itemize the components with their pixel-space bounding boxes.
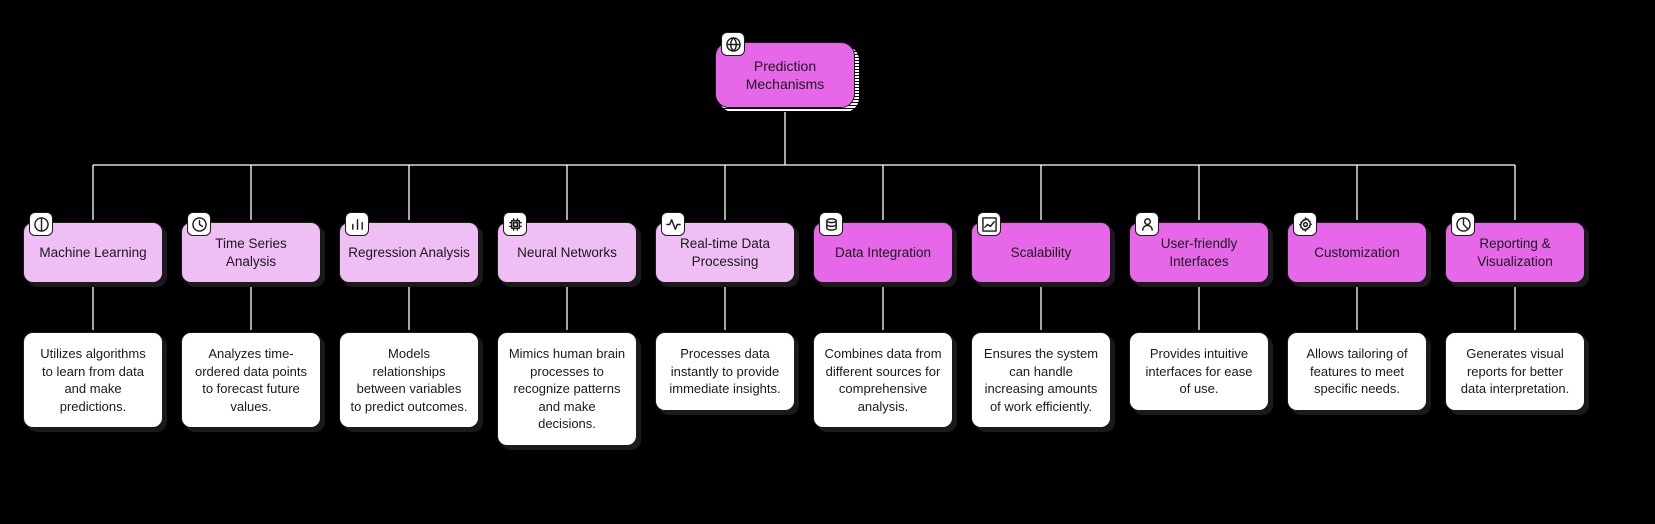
desc-text: Models relationships between variables t… [350, 346, 467, 414]
desc-text: Analyzes time-ordered data points to for… [195, 346, 307, 414]
desc-text: Mimics human brain processes to recogniz… [509, 346, 625, 431]
clock-icon [187, 212, 211, 236]
child-title: Neural Networks [517, 244, 617, 262]
desc-node: Combines data from different sources for… [813, 332, 953, 428]
child-title: Scalability [1011, 244, 1072, 262]
desc-node: Ensures the system can handle increasing… [971, 332, 1111, 428]
bar-chart-icon [345, 212, 369, 236]
child-title: Time Series Analysis [190, 235, 312, 270]
desc-text: Ensures the system can handle increasing… [984, 346, 1098, 414]
desc-node: Models relationships between variables t… [339, 332, 479, 428]
globe-icon [721, 32, 745, 56]
database-icon [819, 212, 843, 236]
desc-node: Mimics human brain processes to recogniz… [497, 332, 637, 446]
cpu-icon [503, 212, 527, 236]
desc-text: Generates visual reports for better data… [1461, 346, 1569, 396]
child-title: Customization [1314, 244, 1400, 262]
desc-node: Generates visual reports for better data… [1445, 332, 1585, 411]
desc-node: Allows tailoring of features to meet spe… [1287, 332, 1427, 411]
desc-text: Utilizes algorithms to learn from data a… [40, 346, 145, 414]
circle-half-icon [29, 212, 53, 236]
desc-node: Provides intuitive interfaces for ease o… [1129, 332, 1269, 411]
root-label: Prediction Mechanisms [746, 58, 825, 92]
child-title: Reporting & Visualization [1454, 235, 1576, 270]
desc-node: Analyzes time-ordered data points to for… [181, 332, 321, 428]
trend-up-icon [977, 212, 1001, 236]
child-title: Machine Learning [39, 244, 146, 262]
child-title: Data Integration [835, 244, 931, 262]
desc-text: Combines data from different sources for… [824, 346, 941, 414]
child-title: Real-time Data Processing [664, 235, 786, 270]
desc-node: Utilizes algorithms to learn from data a… [23, 332, 163, 428]
user-icon [1135, 212, 1159, 236]
child-title: User-friendly Interfaces [1138, 235, 1260, 270]
pie-icon [1451, 212, 1475, 236]
desc-text: Processes data instantly to provide imme… [669, 346, 780, 396]
child-title: Regression Analysis [348, 244, 470, 262]
desc-node: Processes data instantly to provide imme… [655, 332, 795, 411]
gear-icon [1293, 212, 1317, 236]
desc-text: Allows tailoring of features to meet spe… [1306, 346, 1407, 396]
activity-icon [661, 212, 685, 236]
desc-text: Provides intuitive interfaces for ease o… [1146, 346, 1253, 396]
